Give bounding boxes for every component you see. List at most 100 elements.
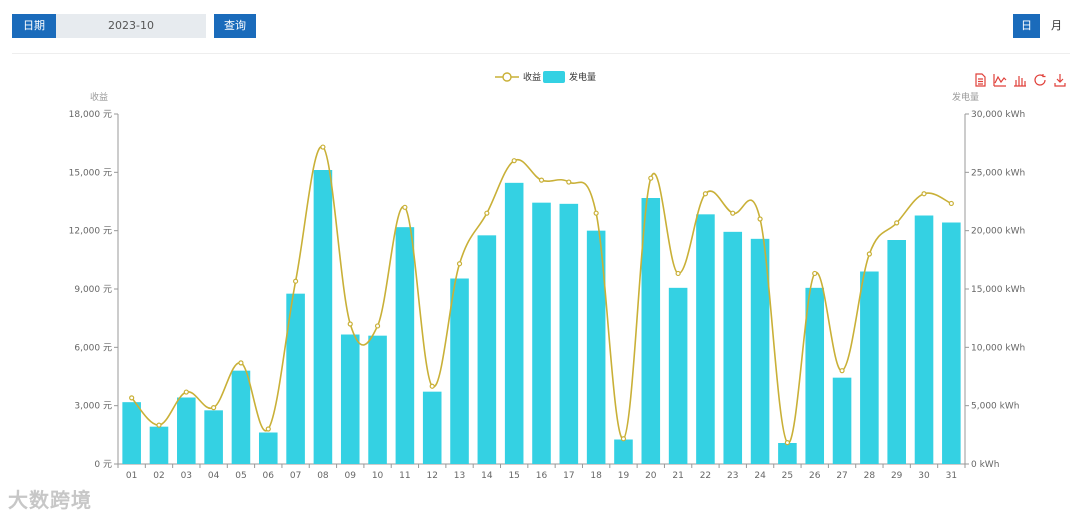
line-point-收益[interactable] [374,323,381,329]
y-tick-label-right: 0 kWh [971,460,999,470]
line-point-收益[interactable] [511,158,517,164]
bar-发电量[interactable] [586,230,606,464]
y-tick-label-left: 6,000 元 [74,343,112,353]
data-view-icon[interactable] [975,73,986,87]
bar-发电量[interactable] [887,240,906,464]
x-tick-label: 13 [454,471,465,481]
bar-发电量[interactable] [832,377,852,464]
bar-发电量[interactable] [696,214,715,464]
y-tick-label-right: 15,000 kWh [971,285,1025,295]
line-point-收益[interactable] [156,422,162,428]
y-tick-label-left: 12,000 元 [69,227,112,237]
divider [12,53,1070,54]
legend-label: 收益 [523,71,541,83]
bar-发电量[interactable] [122,402,141,464]
date-input[interactable]: 2023-10 [56,14,206,38]
line-point-收益[interactable] [730,210,736,216]
x-tick-label: 07 [290,471,301,481]
line-point-收益[interactable] [839,368,845,374]
line-point-收益[interactable] [265,426,271,432]
bar-发电量[interactable] [477,235,497,464]
mode-month-button[interactable]: 月 [1051,19,1062,32]
line-point-收益[interactable] [347,321,353,327]
line-point-收益[interactable] [702,191,709,197]
bar-发电量[interactable] [395,227,415,464]
x-tick-label: 31 [946,471,957,481]
line-point-收益[interactable] [812,270,818,277]
line-point-收益[interactable] [866,251,872,257]
x-tick-label: 06 [263,471,275,481]
bar-发电量[interactable] [177,397,196,465]
line-point-收益[interactable] [757,216,763,222]
bar-发电量[interactable] [149,426,169,464]
query-button[interactable]: 查询 [214,14,256,38]
line-point-收益[interactable] [211,405,217,411]
line-point-收益[interactable] [402,204,408,210]
line-point-收益[interactable] [456,261,463,267]
bar-发电量[interactable] [340,334,360,465]
line-point-收益[interactable] [238,360,244,366]
line-point-收益[interactable] [648,175,654,181]
line-point-收益[interactable] [183,389,189,395]
legend-line-marker[interactable] [502,72,512,82]
line-point-收益[interactable] [675,270,681,277]
y-tick-label-right: 30,000 kWh [971,110,1025,120]
bar-发电量[interactable] [860,271,879,465]
line-point-收益[interactable] [538,177,545,183]
y-tick-label-left: 15,000 元 [69,168,112,178]
bar-发电量[interactable] [204,410,223,464]
line-point-收益[interactable] [593,210,599,216]
line-point-收益[interactable] [129,395,135,401]
bar-发电量[interactable] [723,231,743,464]
x-tick-label: 01 [126,471,137,481]
bar-发电量[interactable] [614,439,633,465]
line-point-收益[interactable] [429,383,435,389]
y-axis-right-title: 发电量 [952,91,979,103]
x-tick-label: 25 [782,471,793,481]
x-tick-label: 12 [426,471,437,481]
bar-发电量[interactable] [805,287,825,464]
bar-发电量[interactable] [422,391,442,464]
y-tick-label-left: 18,000 元 [69,110,112,120]
line-point-收益[interactable] [484,210,490,216]
bar-发电量[interactable] [778,443,797,464]
x-tick-label: 02 [153,471,164,481]
bar-发电量[interactable] [286,293,305,464]
bar-发电量[interactable] [942,222,961,465]
bar-发电量[interactable] [668,287,688,464]
download-icon[interactable] [1054,74,1066,87]
line-point-收益[interactable] [894,220,900,226]
bar-发电量[interactable] [559,203,579,465]
x-tick-label: 09 [345,471,357,481]
line-point-收益[interactable] [566,179,572,185]
x-tick-label: 22 [700,471,711,481]
bar-发电量[interactable] [450,278,469,465]
bar-发电量[interactable] [368,335,387,464]
legend-bar-swatch[interactable] [543,71,565,83]
line-point-收益[interactable] [320,144,326,150]
restore-icon[interactable] [1034,74,1046,86]
y-tick-label-right: 20,000 kWh [971,227,1025,237]
y-tick-label-left: 3,000 元 [74,402,112,412]
line-point-收益[interactable] [620,436,627,442]
bar-发电量[interactable] [914,215,934,465]
line-point-收益[interactable] [292,278,299,284]
bar-chart-icon[interactable] [1014,76,1026,87]
y-tick-label-left: 0 元 [94,460,112,470]
mode-day-button[interactable]: 日 [1013,14,1040,38]
bar-发电量[interactable] [313,170,333,464]
x-tick-label: 08 [317,471,329,481]
line-chart-icon[interactable] [993,74,1007,87]
x-tick-label: 23 [727,471,738,481]
line-point-收益[interactable] [948,200,954,207]
line-point-收益[interactable] [921,191,927,197]
bar-发电量[interactable] [641,198,661,464]
bar-发电量[interactable] [258,432,278,465]
y-tick-label-right: 5,000 kWh [971,402,1019,412]
x-tick-label: 27 [836,471,847,481]
bar-发电量[interactable] [750,238,770,464]
bar-发电量[interactable] [532,202,551,464]
bar-发电量[interactable] [231,370,251,464]
line-point-收益[interactable] [784,440,791,446]
bar-发电量[interactable] [504,182,524,465]
